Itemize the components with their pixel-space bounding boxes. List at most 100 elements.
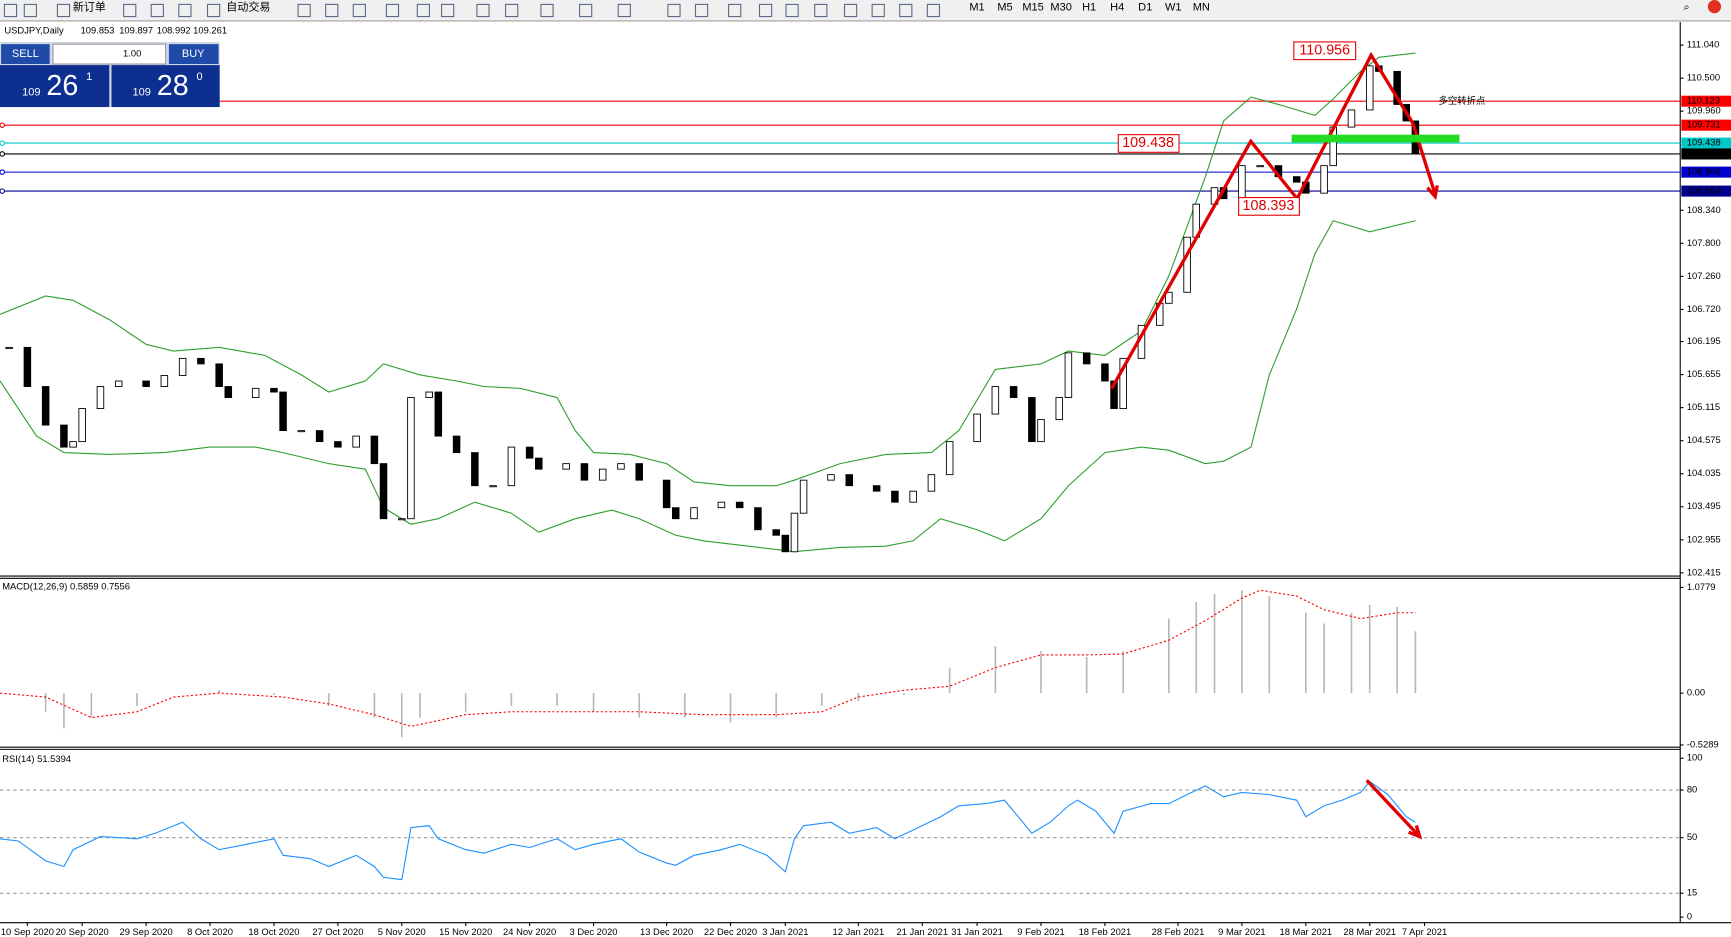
toolbar-icon[interactable] (540, 3, 554, 18)
candle (407, 397, 415, 520)
new-order-button[interactable]: 新订单 (73, 0, 106, 14)
toolbar-icon[interactable] (758, 3, 773, 18)
sell-button[interactable] (1, 44, 50, 65)
auto-trading-button[interactable]: 自动交易 (226, 0, 270, 14)
timeframe-button[interactable]: M1 (969, 2, 984, 14)
arrow-head (1426, 185, 1439, 201)
buy-button[interactable] (168, 44, 219, 65)
toolbar-icon[interactable] (123, 3, 137, 18)
candle (562, 463, 570, 470)
annotation: 109.438 (1122, 135, 1174, 151)
toolbar-icon[interactable] (23, 3, 37, 18)
toolbar-icon[interactable] (352, 3, 366, 18)
level-anchor (0, 169, 5, 175)
y-tick-label: 102.955 (1687, 534, 1721, 544)
x-tick-label: 20 Sep 2020 (56, 927, 109, 937)
lot-value[interactable]: 1.00 (123, 49, 141, 59)
x-tick-label: 13 Dec 2020 (640, 927, 693, 937)
timeframe-button[interactable]: M30 (1050, 2, 1071, 14)
candle (1009, 386, 1018, 398)
lot-input[interactable] (52, 43, 167, 65)
toolbar: 新订单 自动交易 M1 M5 M15 M30 H1 H4 D1 W1 MN ⌕ (0, 0, 1731, 22)
candle (452, 435, 461, 454)
candle (60, 424, 68, 448)
y-tick-label: 107.260 (1687, 271, 1721, 281)
toolbar-icon[interactable] (441, 3, 455, 18)
toolbar-icon[interactable] (416, 3, 430, 18)
level-label: 108.964 (1687, 167, 1721, 177)
candle (845, 474, 853, 487)
timeframe-button[interactable]: H4 (1110, 2, 1124, 14)
candle (5, 346, 13, 349)
candle (78, 408, 86, 443)
x-tick-label: 8 Oct 2020 (187, 927, 233, 937)
toolbar-icon[interactable] (178, 3, 192, 18)
search-icon[interactable]: ⌕ (1684, 2, 1690, 14)
toolbar-icon[interactable] (385, 3, 400, 18)
candle (142, 380, 150, 387)
y-tick-label: 80 (1687, 785, 1697, 795)
toolbar-icon[interactable] (325, 3, 339, 18)
candle (1082, 352, 1091, 365)
toolbar-icon[interactable] (694, 3, 709, 18)
candle (23, 346, 32, 387)
x-tick-label: 22 Dec 2020 (704, 927, 757, 937)
toolbar-icon[interactable] (505, 3, 519, 18)
candle (334, 441, 342, 448)
toolbar-icon[interactable] (56, 3, 71, 18)
toolbar-icon[interactable] (150, 3, 164, 18)
candle (735, 501, 744, 509)
x-tick-label: 28 Feb 2021 (1152, 927, 1205, 937)
timeframe-button[interactable]: D1 (1138, 2, 1152, 14)
toolbar-icon[interactable] (926, 3, 941, 18)
toolbar-icon[interactable] (206, 3, 221, 18)
x-tick-label: 18 Oct 2020 (248, 927, 299, 937)
candle (1055, 397, 1064, 421)
level-label-box (1681, 148, 1731, 160)
x-tick-label: 18 Mar 2021 (1279, 927, 1332, 937)
buy-price-box[interactable] (111, 65, 220, 108)
candle (398, 518, 406, 521)
annotation-box (1238, 197, 1300, 216)
timeframe-button[interactable]: M5 (997, 2, 1012, 14)
y-tick-label: 1.0779 (1687, 582, 1716, 592)
toolbar-icon[interactable] (579, 3, 593, 18)
y-tick-label: 0.00 (1687, 688, 1705, 698)
rsi-arrow (1365, 779, 1420, 837)
timeframe-button[interactable]: M15 (1022, 2, 1043, 14)
candle (717, 501, 726, 509)
annotation-box (1117, 134, 1180, 153)
candle (945, 441, 954, 476)
timeframe-button[interactable]: MN (1193, 2, 1210, 14)
toolbar-icon[interactable] (476, 3, 490, 18)
candle (297, 430, 306, 433)
candle (178, 357, 187, 376)
y-tick-label: 106.195 (1687, 336, 1721, 346)
timeframe-button[interactable]: H1 (1082, 2, 1096, 14)
candle (690, 507, 698, 520)
candle (352, 435, 360, 448)
candle (96, 386, 105, 410)
sell-price-box[interactable] (0, 65, 110, 108)
sell-label[interactable]: SELL (12, 48, 39, 60)
toolbar-icon[interactable] (843, 3, 858, 18)
toolbar-icon[interactable] (785, 3, 799, 18)
macd-title: MACD(12,26,9) 0.5859 0.7556 (2, 582, 130, 592)
toolbar-icon[interactable] (667, 3, 681, 18)
candle (489, 485, 497, 488)
toolbar-icon[interactable] (617, 3, 631, 18)
y-tick-label: 106.720 (1687, 304, 1721, 314)
buy-label[interactable]: BUY (182, 48, 205, 60)
candle (827, 474, 835, 481)
toolbar-icon[interactable] (814, 3, 828, 18)
toolbar-icon[interactable] (297, 3, 311, 18)
timeframe-button[interactable]: W1 (1165, 2, 1182, 14)
toolbar-icon[interactable] (871, 3, 885, 18)
toolbar-icon[interactable] (3, 3, 18, 18)
toolbar-icon[interactable] (899, 3, 913, 18)
toolbar-icon[interactable] (728, 3, 742, 18)
candle (1064, 352, 1073, 398)
notification-badge[interactable] (1707, 0, 1722, 14)
candle (160, 375, 169, 387)
